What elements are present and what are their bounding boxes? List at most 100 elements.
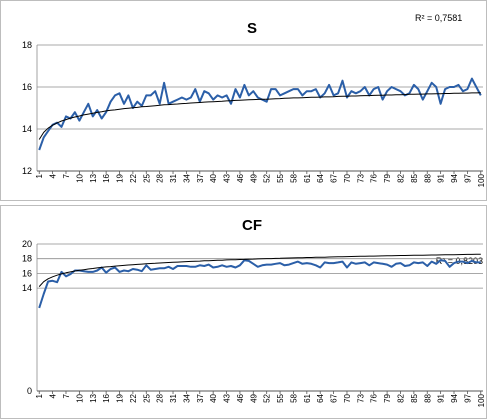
data-point-cf-98: [471, 260, 473, 262]
data-point-s-20: [123, 103, 125, 105]
data-line-cf: [38, 259, 481, 309]
data-point-cf-23: [136, 269, 138, 271]
x-tick-label-s-37: 37: [196, 173, 205, 182]
data-point-cf-95: [458, 261, 460, 263]
x-tick-label-s-19: 19: [116, 173, 125, 182]
data-point-cf-14: [96, 270, 98, 272]
data-point-s-67: [333, 94, 335, 96]
data-point-cf-82: [400, 262, 402, 264]
data-point-s-48: [248, 94, 250, 96]
x-tick-label-s-91: 91: [437, 173, 446, 182]
data-point-s-31: [172, 101, 174, 103]
x-tick-label-cf-19: 19: [116, 393, 125, 402]
data-point-s-36: [194, 88, 196, 90]
data-point-cf-22: [132, 268, 134, 270]
data-point-cf-53: [270, 264, 272, 266]
data-point-s-13: [92, 115, 94, 117]
x-tick-label-s-82: 82: [396, 173, 405, 182]
data-point-cf-45: [235, 267, 237, 269]
data-point-cf-31: [172, 268, 174, 270]
data-point-cf-5: [56, 281, 58, 283]
data-point-s-69: [342, 80, 344, 82]
data-point-s-72: [355, 92, 357, 94]
data-point-s-61: [306, 90, 308, 92]
data-point-cf-99: [475, 261, 477, 263]
data-point-cf-6: [61, 271, 63, 273]
data-point-cf-92: [444, 260, 446, 262]
data-point-s-88: [426, 90, 428, 92]
data-point-cf-68: [337, 261, 339, 263]
data-point-cf-8: [70, 273, 72, 275]
data-point-s-33: [181, 97, 183, 99]
data-point-s-26: [150, 94, 152, 96]
data-point-cf-80: [391, 266, 393, 268]
data-point-s-9: [74, 111, 76, 113]
data-point-s-53: [270, 88, 272, 90]
x-tick-label-cf-73: 73: [356, 393, 365, 402]
x-tick-label-s-67: 67: [330, 173, 339, 182]
data-point-cf-56: [284, 264, 286, 266]
data-point-s-60: [301, 94, 303, 96]
data-point-s-28: [159, 103, 161, 105]
data-point-cf-97: [466, 262, 468, 264]
data-point-cf-71: [350, 261, 352, 263]
data-point-s-94: [453, 86, 455, 88]
x-tick-label-s-85: 85: [410, 173, 419, 182]
data-point-cf-30: [168, 266, 170, 268]
data-point-s-43: [226, 94, 228, 96]
x-tick-label-s-88: 88: [423, 173, 432, 182]
data-point-cf-24: [141, 270, 143, 272]
x-tick-label-cf-1: 1: [35, 393, 44, 398]
data-point-s-70: [346, 97, 348, 99]
data-point-s-15: [101, 118, 103, 120]
data-point-s-19: [119, 92, 121, 94]
data-point-cf-79: [386, 264, 388, 266]
x-tick-label-s-49: 49: [249, 173, 258, 182]
y-tick-label-s-12: 12: [22, 166, 32, 176]
x-tick-label-cf-40: 40: [209, 393, 218, 402]
x-tick-label-cf-76: 76: [370, 393, 379, 402]
data-point-cf-25: [145, 264, 147, 266]
data-point-s-90: [435, 86, 437, 88]
x-tick-label-s-16: 16: [102, 173, 111, 182]
x-tick-label-cf-49: 49: [249, 393, 258, 402]
y-tick-label-cf-0: 0: [27, 386, 32, 396]
data-point-cf-12: [87, 271, 89, 273]
y-tick-label-s-16: 16: [22, 82, 32, 92]
data-point-cf-46: [239, 264, 241, 266]
x-tick-label-cf-31: 31: [169, 393, 178, 402]
data-point-s-82: [400, 90, 402, 92]
data-point-cf-27: [154, 268, 156, 270]
data-point-s-79: [386, 90, 388, 92]
data-point-cf-59: [297, 261, 299, 263]
data-point-cf-37: [199, 264, 201, 266]
data-point-cf-51: [261, 264, 263, 266]
data-point-s-2: [43, 136, 45, 138]
data-point-cf-57: [288, 264, 290, 266]
data-point-s-52: [266, 101, 268, 103]
r-squared-label-s: R² = 0,7581: [415, 13, 462, 23]
x-tick-label-s-22: 22: [129, 173, 138, 182]
data-point-s-54: [275, 88, 277, 90]
data-point-cf-1: [38, 307, 40, 309]
data-point-cf-3: [47, 281, 49, 283]
data-point-s-50: [257, 97, 259, 99]
data-point-s-12: [87, 103, 89, 105]
x-tick-label-s-1: 1: [35, 173, 44, 178]
data-point-s-23: [136, 101, 138, 103]
data-point-s-42: [221, 97, 223, 99]
data-point-cf-21: [127, 270, 129, 272]
x-tick-label-cf-22: 22: [129, 393, 138, 402]
data-point-cf-89: [431, 261, 433, 263]
x-tick-label-cf-61: 61: [303, 393, 312, 402]
data-point-s-85: [413, 84, 415, 86]
data-point-s-27: [154, 90, 156, 92]
data-point-s-46: [239, 97, 241, 99]
x-tick-label-cf-97: 97: [463, 393, 472, 402]
data-point-s-45: [235, 88, 237, 90]
data-point-s-17: [110, 101, 112, 103]
data-point-cf-84: [408, 264, 410, 266]
data-point-cf-16: [105, 272, 107, 274]
data-point-cf-65: [324, 261, 326, 263]
data-point-cf-41: [217, 266, 219, 268]
